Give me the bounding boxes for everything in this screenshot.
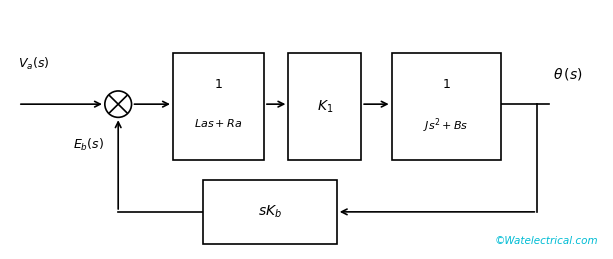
Text: $V_a(s)$: $V_a(s)$ bbox=[18, 55, 50, 72]
Text: $K_1$: $K_1$ bbox=[316, 98, 333, 115]
Bar bbox=[392, 53, 501, 160]
Text: $Js^2+Bs$: $Js^2+Bs$ bbox=[424, 117, 469, 135]
Text: $E_b(s)$: $E_b(s)$ bbox=[72, 137, 104, 153]
Bar bbox=[204, 180, 337, 243]
Text: $1$: $1$ bbox=[214, 78, 223, 91]
Text: $1$: $1$ bbox=[442, 78, 451, 91]
Bar bbox=[173, 53, 264, 160]
Text: $Las+Ra$: $Las+Ra$ bbox=[194, 117, 243, 129]
Text: $sK_b$: $sK_b$ bbox=[258, 204, 282, 220]
Text: $\theta\,(s)$: $\theta\,(s)$ bbox=[552, 66, 582, 82]
Text: ©Watelectrical.com: ©Watelectrical.com bbox=[495, 236, 598, 246]
Bar bbox=[288, 53, 361, 160]
